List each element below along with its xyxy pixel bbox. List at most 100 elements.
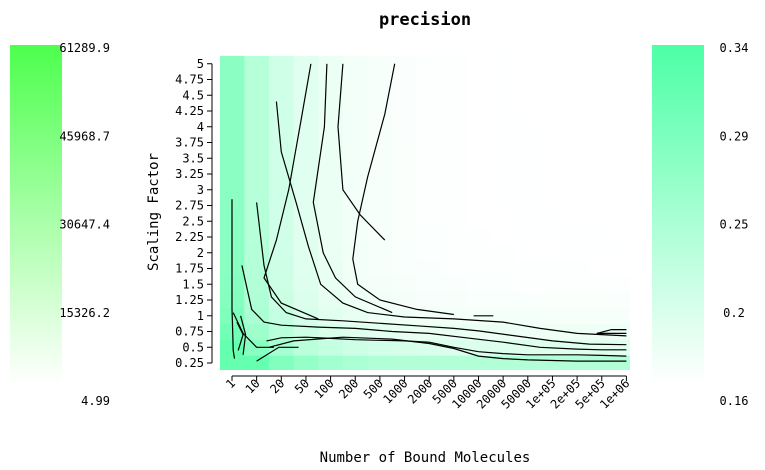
heatmap-cell: [318, 134, 344, 151]
heatmap-cell: [490, 103, 517, 120]
heatmap-cell: [589, 150, 615, 167]
heatmap-cell: [342, 181, 369, 199]
x-axis-label: Number of Bound Molecules: [320, 450, 531, 466]
heatmap-cell: [589, 244, 615, 262]
heatmap-cell: [614, 229, 630, 246]
heatmap-cell: [342, 150, 369, 167]
heatmap-cell: [589, 103, 615, 120]
x-tick-label: 2000: [405, 376, 435, 406]
heatmap-cell: [220, 71, 245, 88]
y-tick-label: 1.25: [175, 293, 204, 307]
x-tick-label: 200: [336, 376, 361, 401]
heatmap-cell: [441, 355, 467, 370]
heatmap-cell: [466, 323, 492, 340]
heatmap-cell: [367, 229, 393, 246]
contour-line: [232, 312, 274, 348]
heatmap-cell: [614, 323, 630, 340]
heatmap-cell: [540, 166, 566, 183]
heatmap-cell: [244, 323, 270, 340]
heatmap-cell: [293, 118, 319, 136]
heatmap-cell: [293, 260, 319, 277]
right-colorbar: [652, 45, 704, 385]
heatmap-cell: [392, 134, 418, 151]
heatmap-cell: [220, 355, 245, 370]
x-tick-label: 50: [292, 376, 312, 396]
heatmap-cell: [416, 134, 443, 151]
heatmap-cell: [318, 197, 344, 214]
heatmap-cell: [318, 213, 344, 230]
contour-line: [268, 336, 627, 362]
heatmap-cell: [614, 197, 630, 214]
heatmap-cell: [589, 307, 615, 325]
heatmap-cell: [342, 307, 369, 325]
heatmap-cell: [244, 355, 270, 370]
heatmap-cell: [540, 292, 566, 309]
heatmap-cell: [540, 71, 566, 88]
heatmap-cell: [466, 276, 492, 293]
heatmap-cell: [268, 118, 295, 136]
heatmap-cell: [466, 103, 492, 120]
heatmap-cell: [392, 339, 418, 356]
left-colorbar-tick-label: 4.99: [81, 394, 110, 408]
heatmap-cell: [466, 87, 492, 104]
heatmap-cell: [515, 118, 541, 136]
heatmap-cell: [441, 244, 467, 262]
heatmap-cell: [564, 323, 591, 340]
heatmap-cell: [441, 87, 467, 104]
heatmap-cell: [416, 118, 443, 136]
heatmap-cell: [268, 71, 295, 88]
heatmap-cell: [244, 118, 270, 136]
heatmap-cell: [318, 118, 344, 136]
heatmap-cell: [268, 307, 295, 325]
heatmap-cell: [392, 229, 418, 246]
heatmap-cell: [564, 166, 591, 183]
heatmap-cell: [490, 307, 517, 325]
heatmap-cell: [564, 276, 591, 293]
heatmap-cell: [441, 276, 467, 293]
heatmap-cell: [367, 166, 393, 183]
heatmap-cell: [318, 292, 344, 309]
y-tick-label: 0.5: [182, 340, 204, 354]
heatmap-cell: [416, 355, 443, 370]
heatmap-cell: [564, 213, 591, 230]
heatmap-cell: [367, 55, 393, 73]
heatmap-cell: [564, 55, 591, 73]
heatmap-cell: [515, 229, 541, 246]
heatmap-cell: [392, 71, 418, 88]
heatmap-cell: [318, 55, 344, 73]
y-tick-label: 1.75: [175, 262, 204, 276]
heatmap-cell: [268, 150, 295, 167]
heatmap-cell: [318, 307, 344, 325]
y-tick-label: 3.5: [182, 151, 204, 165]
heatmap-cell: [367, 276, 393, 293]
y-tick-label: 4.5: [182, 88, 204, 102]
contour-line: [275, 101, 627, 337]
heatmap-cell: [416, 292, 443, 309]
left-colorbar-ticks: 61289.9 45968.7 30647.4 15326.2 4.99: [59, 41, 110, 408]
heatmap-cell: [293, 150, 319, 167]
heatmap-cell: [416, 181, 443, 199]
heatmap-cell: [367, 260, 393, 277]
y-axis: 0.25 0.50.75 1 1.25 1.51.75 2 2.25 2.52.75 3 3.25…: [175, 57, 213, 370]
heatmap-cell: [342, 260, 369, 277]
right-colorbar-tick-label: 0.2: [723, 306, 745, 320]
heatmap-cell: [416, 103, 443, 120]
heatmap-cell: [441, 229, 467, 246]
heatmap-cell: [589, 71, 615, 88]
heatmap-cell: [614, 55, 630, 73]
heatmap-cell: [540, 87, 566, 104]
y-tick-label: 3: [197, 183, 204, 197]
heatmap-cell: [268, 197, 295, 214]
heatmap-cell: [268, 323, 295, 340]
heatmap-cell: [220, 339, 245, 356]
heatmap-cell: [416, 71, 443, 88]
heatmap-cell: [589, 339, 615, 356]
contour-line: [236, 321, 244, 351]
heatmap-cell: [367, 213, 393, 230]
y-tick-label: 4.75: [175, 73, 204, 87]
heatmap-cell: [564, 181, 591, 199]
heatmap-cell: [589, 55, 615, 73]
heatmap-cell: [490, 276, 517, 293]
heatmap-cell: [268, 87, 295, 104]
heatmap-cell: [244, 150, 270, 167]
